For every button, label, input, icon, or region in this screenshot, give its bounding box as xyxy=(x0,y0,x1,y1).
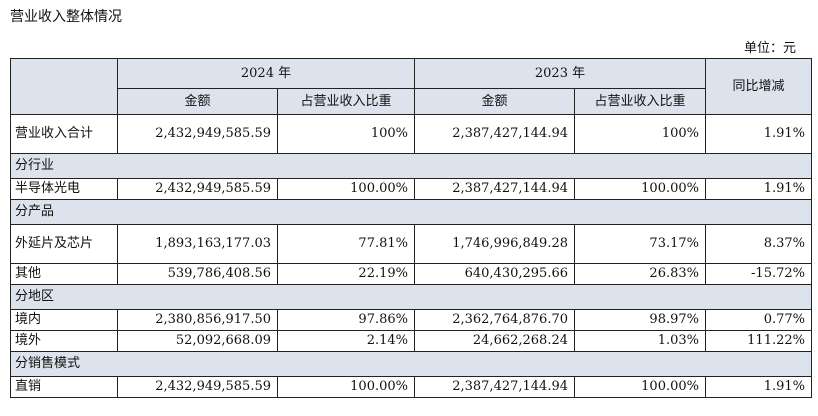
cell-amount-2023: 2,387,427,144.94 xyxy=(414,376,575,398)
cell-yoy: 0.77% xyxy=(705,309,812,331)
header-yoy: 同比增减 xyxy=(705,58,812,115)
header-ratio-2023: 占营业收入比重 xyxy=(574,88,706,115)
cell-ratio-2024: 97.86% xyxy=(277,309,415,331)
group-row-industry: 分行业 xyxy=(10,153,812,179)
cell-ratio-2023: 98.97% xyxy=(574,309,706,331)
group-title: 分产品 xyxy=(10,199,812,225)
cell-yoy: 111.22% xyxy=(705,330,812,352)
cell-ratio-2024: 22.19% xyxy=(277,263,415,285)
cell-amount-2023: 640,430,295.66 xyxy=(414,263,575,285)
cell-amount-2023: 1,746,996,849.28 xyxy=(414,224,575,264)
cell-amount-2023: 2,387,427,144.94 xyxy=(414,114,575,154)
cell-yoy: 1.91% xyxy=(705,178,812,200)
header-year-2023: 2023 年 xyxy=(414,58,706,89)
row-label: 其他 xyxy=(10,263,118,285)
cell-amount-2024: 1,893,163,177.03 xyxy=(117,224,278,264)
cell-amount-2024: 2,380,856,917.50 xyxy=(117,309,278,331)
row-label: 境内 xyxy=(10,309,118,331)
cell-ratio-2023: 100.00% xyxy=(574,178,706,200)
group-row-sales: 分销售模式 xyxy=(10,351,812,377)
header-ratio-2024: 占营业收入比重 xyxy=(277,88,415,115)
cell-amount-2024: 2,432,949,585.59 xyxy=(117,114,278,154)
unit-label: 单位：元 xyxy=(743,41,796,56)
cell-amount-2024: 2,432,949,585.59 xyxy=(117,376,278,398)
group-row-region: 分地区 xyxy=(10,284,812,310)
table-row: 其他 539,786,408.56 22.19% 640,430,295.66 … xyxy=(10,263,812,285)
cell-ratio-2024: 77.81% xyxy=(277,224,415,264)
cell-amount-2023: 24,662,268.24 xyxy=(414,330,575,352)
cell-ratio-2024: 100.00% xyxy=(277,376,415,398)
table-row: 境内 2,380,856,917.50 97.86% 2,362,764,876… xyxy=(10,309,812,331)
cell-yoy: -15.72% xyxy=(705,263,812,285)
row-label: 外延片及芯片 xyxy=(10,224,118,264)
group-title: 分行业 xyxy=(10,153,812,179)
table-row: 直销 2,432,949,585.59 100.00% 2,387,427,14… xyxy=(10,376,812,398)
row-label: 半导体光电 xyxy=(10,178,118,200)
cell-amount-2024: 539,786,408.56 xyxy=(117,263,278,285)
cell-yoy: 1.91% xyxy=(705,376,812,398)
group-row-product: 分产品 xyxy=(10,199,812,225)
row-label: 营业收入合计 xyxy=(10,114,118,154)
table-row-total: 营业收入合计 2,432,949,585.59 100% 2,387,427,1… xyxy=(10,114,812,154)
cell-ratio-2023: 100% xyxy=(574,114,706,154)
cell-amount-2023: 2,362,764,876.70 xyxy=(414,309,575,331)
cell-ratio-2024: 100.00% xyxy=(277,178,415,200)
cell-yoy: 1.91% xyxy=(705,114,812,154)
cell-ratio-2023: 73.17% xyxy=(574,224,706,264)
cell-ratio-2024: 100% xyxy=(277,114,415,154)
group-title: 分地区 xyxy=(10,284,812,310)
table-row: 外延片及芯片 1,893,163,177.03 77.81% 1,746,996… xyxy=(10,224,812,264)
row-label: 境外 xyxy=(10,330,118,352)
revenue-table: 2024 年 2023 年 同比增减 金额 占营业收入比重 金额 占营业收入比重… xyxy=(10,58,812,398)
cell-ratio-2024: 2.14% xyxy=(277,330,415,352)
cell-ratio-2023: 26.83% xyxy=(574,263,706,285)
cell-amount-2024: 2,432,949,585.59 xyxy=(117,178,278,200)
header-amount-2024: 金额 xyxy=(117,88,278,115)
header-corner xyxy=(10,58,118,115)
table-row: 境外 52,092,668.09 2.14% 24,662,268.24 1.0… xyxy=(10,330,812,352)
table-row: 半导体光电 2,432,949,585.59 100.00% 2,387,427… xyxy=(10,178,812,200)
section-title: 营业收入整体情况 xyxy=(10,9,122,25)
row-label: 直销 xyxy=(10,376,118,398)
header-year-2024: 2024 年 xyxy=(117,58,415,89)
cell-ratio-2023: 100.00% xyxy=(574,376,706,398)
cell-yoy: 8.37% xyxy=(705,224,812,264)
cell-amount-2023: 2,387,427,144.94 xyxy=(414,178,575,200)
cell-ratio-2023: 1.03% xyxy=(574,330,706,352)
header-amount-2023: 金额 xyxy=(414,88,575,115)
cell-amount-2024: 52,092,668.09 xyxy=(117,330,278,352)
group-title: 分销售模式 xyxy=(10,351,812,377)
